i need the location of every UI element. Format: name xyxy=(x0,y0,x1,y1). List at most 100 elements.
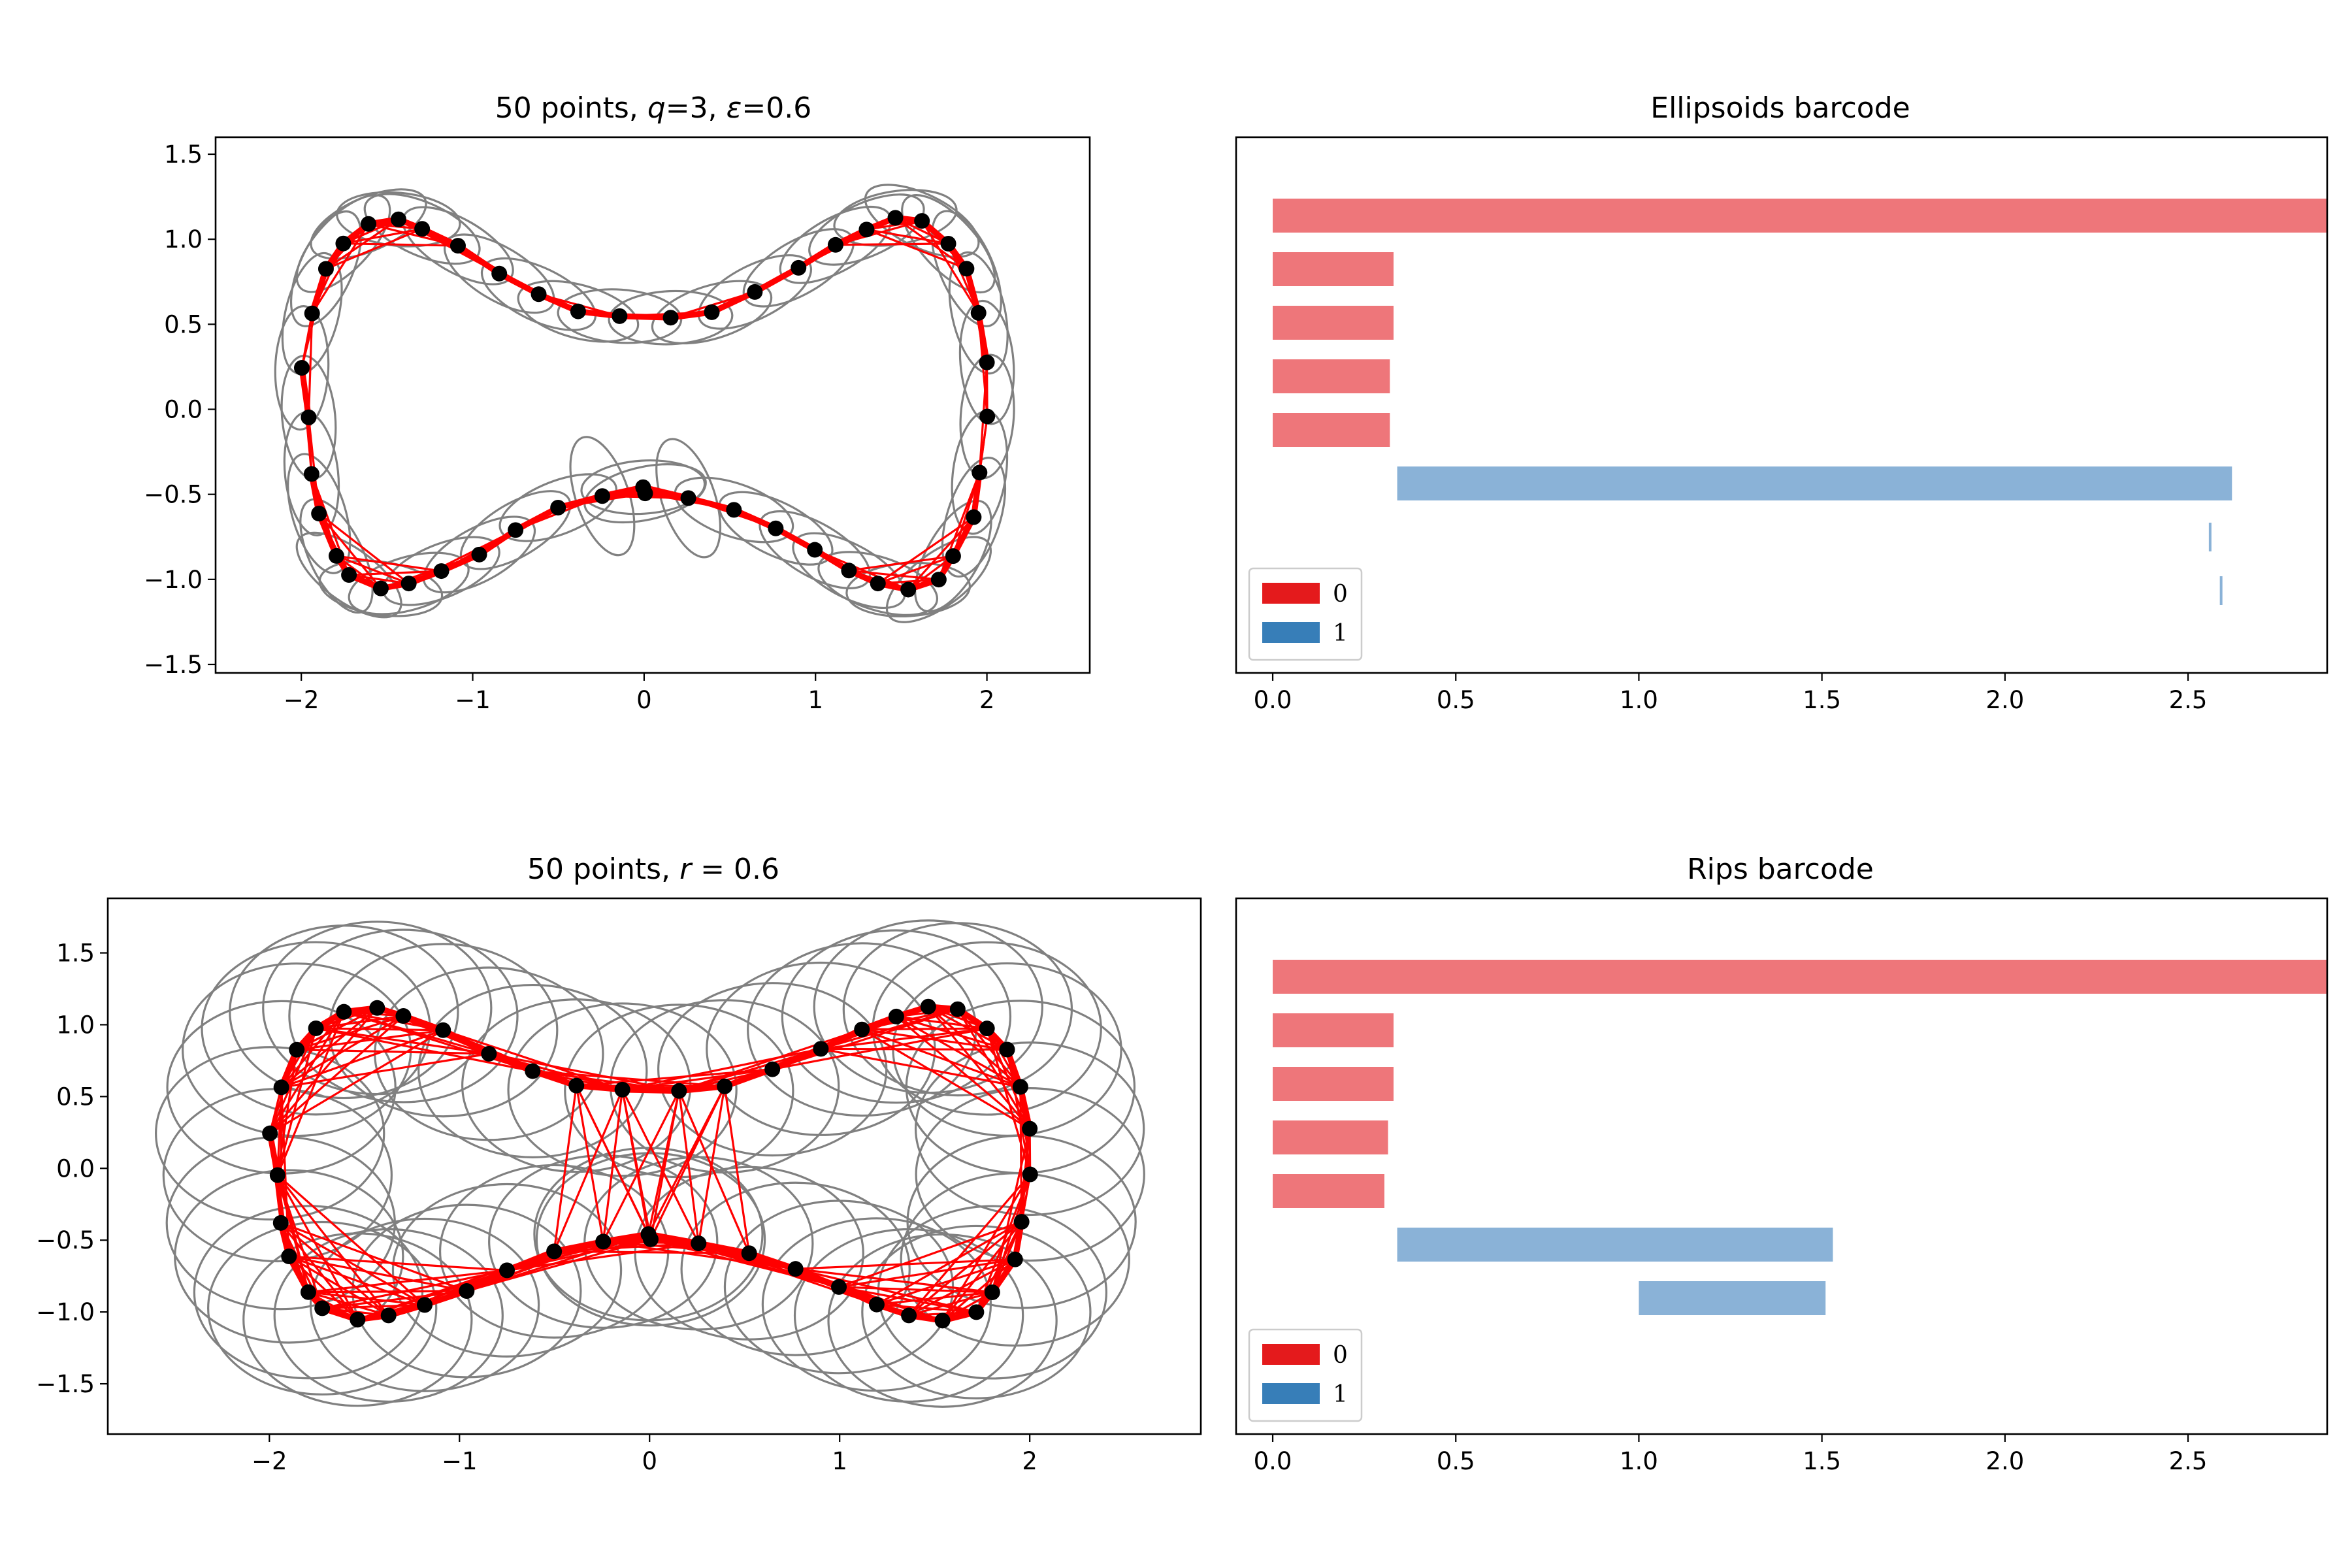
complex-edge xyxy=(860,1027,988,1031)
ellipsoids-edges xyxy=(299,214,990,593)
barcode-bar-dim0 xyxy=(1273,199,2327,233)
data-point xyxy=(807,542,823,558)
ellipsoid xyxy=(310,188,427,260)
ellipsoid xyxy=(517,280,640,343)
ellipsoid xyxy=(287,453,351,574)
data-point xyxy=(642,1231,659,1247)
data-point xyxy=(328,547,344,564)
data-point xyxy=(858,221,875,238)
rips-points xyxy=(262,998,1038,1329)
rips-xtick-label: −1 xyxy=(442,1447,478,1475)
barcode-bar-dim0 xyxy=(1273,359,1390,393)
rips-barcode-xtick-label: 0.0 xyxy=(1254,1447,1292,1475)
complex-edge xyxy=(649,1238,797,1270)
complex-edge xyxy=(875,1220,1023,1306)
ellipsoids-barcode-panel: Ellipsoids barcode 0.0 0.5 1.0 1.5 2.0 2.501 xyxy=(1235,91,2328,714)
data-point xyxy=(335,235,351,252)
data-point xyxy=(930,572,947,588)
rips-ball xyxy=(174,1169,404,1344)
data-point xyxy=(717,1078,733,1094)
ellipsoids-barcode-xtick-label: 0.5 xyxy=(1437,686,1475,714)
data-point xyxy=(958,261,975,277)
complex-edge xyxy=(280,1086,283,1224)
ellipsoids-ytick-label: −1.0 xyxy=(144,566,203,594)
data-point xyxy=(471,546,487,563)
rips-ball xyxy=(417,983,648,1158)
complex-edge xyxy=(280,1029,444,1088)
rips-xtick-label: 0 xyxy=(642,1447,657,1475)
data-point xyxy=(289,1041,305,1058)
complex-edge xyxy=(307,312,314,419)
rips-ball xyxy=(564,1004,794,1179)
data-point xyxy=(525,1063,541,1079)
complex-edge xyxy=(311,223,370,315)
rips-ball xyxy=(781,929,1012,1104)
ellipsoids-plot-area xyxy=(274,184,1015,623)
complex-edge xyxy=(335,555,443,572)
complex-edge xyxy=(678,1090,751,1254)
complex-edge xyxy=(895,1015,1031,1130)
ellipsoids-barcode-legend: 01 xyxy=(1248,567,1363,661)
data-point xyxy=(972,465,988,481)
data-point xyxy=(568,1077,585,1094)
complex-edge xyxy=(907,1173,1032,1317)
complex-edge xyxy=(678,1028,863,1092)
data-point xyxy=(293,359,310,376)
complex-edge xyxy=(348,570,443,576)
data-point xyxy=(901,1307,917,1324)
complex-edge xyxy=(553,1088,624,1252)
complex-edge xyxy=(276,1174,426,1306)
data-point xyxy=(361,216,377,232)
ellipsoid xyxy=(422,515,536,594)
rips-xtick-label: 2 xyxy=(1022,1447,1037,1475)
complex-edge xyxy=(941,1258,1017,1322)
complex-edge xyxy=(287,1255,508,1271)
complex-edge xyxy=(602,1088,624,1243)
data-point xyxy=(499,1262,515,1279)
complex-edge xyxy=(819,1027,988,1050)
ellipsoids-ytick-label: 0.0 xyxy=(164,396,203,424)
data-point xyxy=(1012,1079,1028,1095)
data-point xyxy=(491,265,508,282)
ellipsoids-xtick-label: 1 xyxy=(808,686,823,714)
data-point xyxy=(395,1008,412,1024)
data-point xyxy=(300,1284,316,1300)
ellipsoid xyxy=(808,193,925,266)
legend-label-dim1: 1 xyxy=(1333,1381,1348,1408)
complex-edge xyxy=(678,1090,700,1245)
rips-axes-frame xyxy=(106,897,1202,1435)
complex-edge xyxy=(442,1029,624,1091)
rips-barcode-axes-frame xyxy=(1235,897,2328,1435)
data-point xyxy=(841,563,857,579)
complex-edge xyxy=(307,1269,508,1294)
data-point xyxy=(827,237,843,253)
data-point xyxy=(764,1061,781,1077)
ellipsoids-xtick-label: 0 xyxy=(636,686,652,714)
data-point xyxy=(308,1020,324,1036)
complex-edge xyxy=(531,1070,726,1088)
complex-edge xyxy=(819,1047,1022,1088)
rips-ball xyxy=(155,1046,385,1221)
complex-edge xyxy=(927,1005,1031,1130)
data-point xyxy=(662,310,679,326)
data-point xyxy=(262,1125,278,1141)
rips-ball xyxy=(914,1041,1145,1217)
data-point xyxy=(595,1233,612,1250)
ellipsoids-ellipses xyxy=(274,184,1015,623)
complex-edge xyxy=(621,1047,822,1091)
rips-ytick-label: −1.5 xyxy=(36,1370,95,1398)
data-point xyxy=(813,1041,829,1057)
data-point xyxy=(887,210,904,226)
complex-edge xyxy=(877,555,955,585)
ellipsoids-scatter-panel: 50 points, q=3, ε=0.6 −2 −1 0 1 2 −1.5 −1.0 −0.… xyxy=(144,91,1091,714)
data-point xyxy=(999,1041,1015,1058)
complex-edge xyxy=(991,1128,1031,1294)
rips-ytick-label: −0.5 xyxy=(36,1226,95,1254)
ellipsoids-barcode-xtick-label: 2.5 xyxy=(2169,686,2208,714)
ellipsoids-barcode-axes-frame xyxy=(1235,136,2328,674)
complex-edge xyxy=(295,1049,490,1055)
data-point xyxy=(680,490,696,506)
ellipsoid xyxy=(274,305,330,431)
complex-edge xyxy=(875,1258,1017,1306)
complex-edge xyxy=(697,1085,726,1245)
